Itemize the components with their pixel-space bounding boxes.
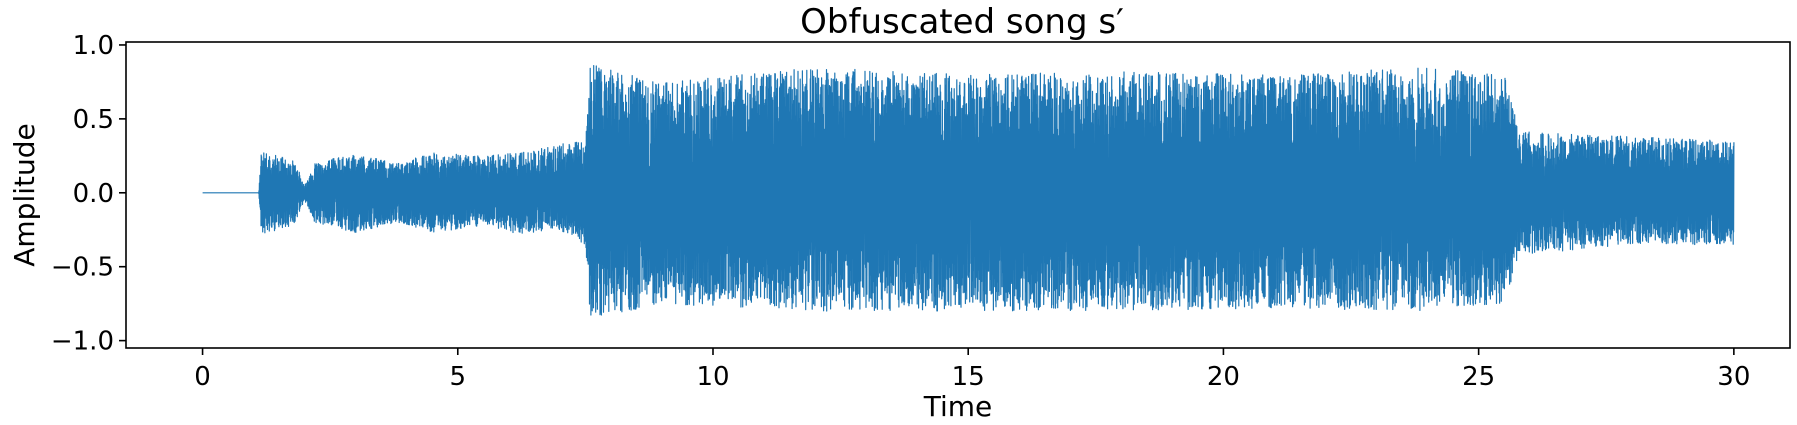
- x-tick-label: 20: [1207, 362, 1240, 392]
- y-axis: 1.0 0.5 0.0 −0.5 −1.0: [51, 31, 126, 357]
- plot-frame: [125, 41, 1791, 349]
- y-axis-label: Amplitude: [8, 123, 41, 267]
- x-tick-label: 5: [450, 362, 467, 392]
- plot-area: [125, 41, 1791, 349]
- x-axis: 0 5 10 15 20 25 30: [194, 348, 1750, 392]
- x-tick-label: 25: [1462, 362, 1495, 392]
- y-tick-label: −1.0: [51, 327, 114, 357]
- waveform-series: [202, 65, 1735, 316]
- x-axis-label: Time: [923, 390, 993, 423]
- x-tick-label: 15: [952, 362, 985, 392]
- waveform-line: [202, 65, 1735, 316]
- x-tick-label: 0: [194, 362, 211, 392]
- y-tick-label: −0.5: [51, 253, 114, 283]
- x-tick-label: 30: [1717, 362, 1750, 392]
- y-tick-label: 1.0: [73, 31, 114, 61]
- y-tick-label: 0.0: [73, 179, 114, 209]
- y-tick-label: 0.5: [73, 105, 114, 135]
- chart-title: Obfuscated song s′: [800, 2, 1124, 42]
- x-tick-label: 10: [696, 362, 729, 392]
